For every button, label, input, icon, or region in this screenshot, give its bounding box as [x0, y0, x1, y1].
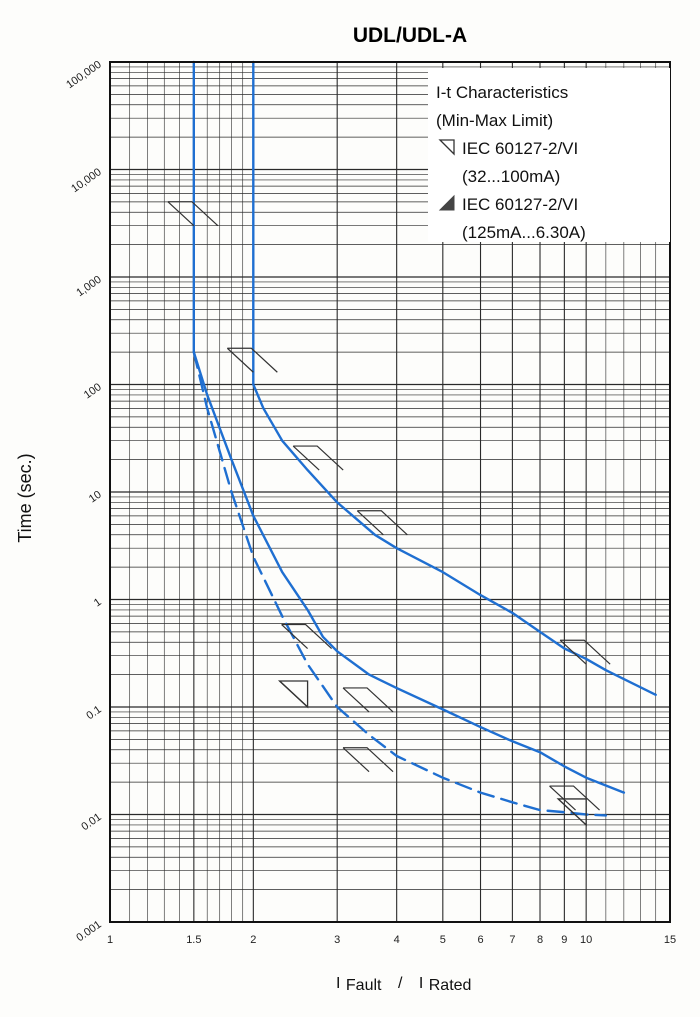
y-axis-label: Time (sec.): [15, 453, 35, 542]
x-tick-label: 7: [509, 934, 515, 946]
legend-entry-1-line1: IEC 60127-2/VI: [462, 139, 578, 158]
curve-layer: [192, 60, 657, 817]
limit-marker-open: [356, 510, 384, 536]
y-tick-labels: 0.001 0.01 0.1 1 10 100 1,000 10,000 100,000: [64, 59, 103, 945]
y-tick-label: 0.001: [74, 919, 103, 945]
legend-background: [428, 68, 670, 242]
y-tick-label: 10,000: [69, 166, 103, 195]
chart-title: UDL/UDL-A: [353, 24, 467, 47]
x-label-slash: /: [398, 975, 403, 992]
x-axis-label: I Fault / I Rated: [336, 975, 471, 994]
x-tick-label: 6: [477, 934, 483, 946]
legend-entry-1-line2: (32...100mA): [462, 167, 560, 186]
legend-box: I-t Characteristics (Min-Max Limit) IEC …: [428, 68, 670, 242]
limit-marker-filled-diag: [279, 680, 309, 708]
x-tick-label: 1.5: [186, 934, 201, 946]
x-label-i-fault: I: [336, 975, 340, 992]
limit-marker-open: [167, 201, 195, 227]
x-tick-label: 10: [580, 934, 592, 946]
limit-marker-open-edge: [293, 445, 344, 471]
legend-entry-2-line1: IEC 60127-2/VI: [462, 195, 578, 214]
y-tick-label: 0.01: [79, 811, 103, 833]
x-tick-label: 3: [334, 934, 340, 946]
legend-entry-2-line2: (125mA...6.30A): [462, 223, 586, 242]
curve-series-2: [192, 60, 626, 794]
limit-marker-filled-diag: [557, 798, 587, 826]
y-tick-label: 0.1: [84, 704, 103, 723]
legend-title-line1: I-t Characteristics: [436, 83, 568, 102]
marker-layer: [167, 201, 611, 827]
x-tick-label: 15: [664, 934, 676, 946]
limit-marker-open-edge: [343, 687, 394, 713]
y-tick-label: 1: [92, 596, 104, 609]
limit-marker-open: [342, 747, 370, 773]
x-tick-label: 2: [250, 934, 256, 946]
y-tick-label: 100,000: [64, 59, 103, 92]
limit-marker-open-edge: [167, 201, 219, 227]
plot-frame: [109, 61, 671, 923]
limit-marker-open-edge: [281, 623, 332, 649]
filled-triangle-icon: [438, 194, 455, 211]
limit-marker-open: [549, 785, 576, 811]
y-tick-label: 1,000: [74, 274, 103, 300]
x-tick-label: 5: [440, 934, 446, 946]
x-tick-label: 4: [394, 934, 400, 946]
x-tick-labels: 1 1.5 2 3 4 5 6 7 8 9 10 15: [107, 934, 676, 946]
x-tick-label: 1: [107, 934, 113, 946]
y-tick-label: 100: [82, 381, 104, 401]
limit-marker-open-edge: [549, 785, 600, 811]
x-label-i-rated: I: [419, 975, 423, 992]
curve-series-1: [252, 60, 657, 696]
limit-marker-open-edge: [357, 510, 408, 536]
x-tick-label: 9: [561, 934, 567, 946]
y-tick-label: 10: [87, 489, 104, 506]
limit-marker-open: [342, 687, 370, 713]
limit-marker-open: [281, 624, 308, 649]
x-label-rated: Rated: [429, 977, 472, 994]
x-label-fault: Fault: [346, 977, 382, 994]
limit-marker-open-edge: [343, 747, 394, 773]
open-triangle-icon: [438, 139, 455, 156]
curve-series-3: [192, 350, 608, 817]
limit-marker-open-edge: [227, 347, 278, 373]
legend-title-line2: (Min-Max Limit): [436, 111, 553, 130]
limit-marker-open-edge: [560, 639, 611, 665]
x-tick-label: 8: [537, 934, 543, 946]
